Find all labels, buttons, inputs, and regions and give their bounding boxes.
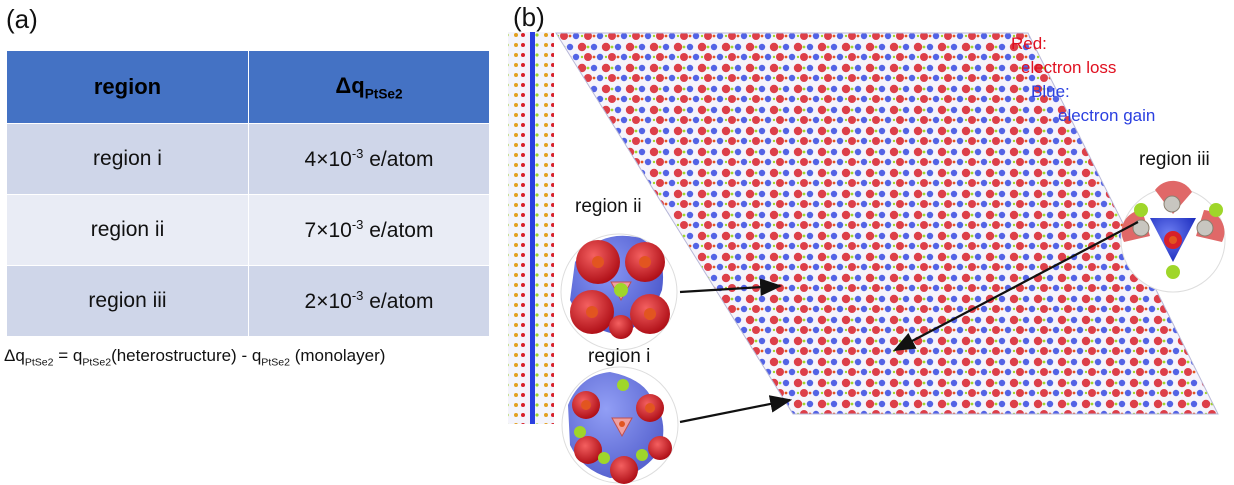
- arrow-region-i: [679, 395, 793, 424]
- row-region: region iii: [6, 265, 249, 337]
- table-row: region i 4×10-3 e/atom: [6, 123, 490, 195]
- charge-transfer-table: region ΔqPtSe2 region i 4×10-3 e/atom re…: [6, 50, 490, 337]
- region-iii-label: region iii: [1139, 149, 1210, 170]
- row-region: region ii: [6, 194, 249, 266]
- side-view-strip: [508, 32, 554, 424]
- table-header-row: region ΔqPtSe2: [6, 50, 490, 124]
- arrow-region-ii: [679, 278, 783, 296]
- legend-red-desc: electron loss: [1021, 58, 1117, 77]
- row-value: 7×10-3 e/atom: [248, 194, 490, 266]
- panel-a-label: (a): [6, 4, 38, 34]
- row-value: 4×10-3 e/atom: [248, 123, 490, 195]
- region-iii-inset: [1120, 180, 1226, 293]
- row-region: region i: [6, 123, 249, 195]
- header-region: region: [6, 50, 249, 124]
- header-delta-q: ΔqPtSe2: [248, 50, 490, 124]
- legend-red-title: Red:: [1011, 34, 1047, 53]
- region-ii-inset: [560, 233, 678, 351]
- legend-blue-desc: electron gain: [1058, 106, 1156, 125]
- panel-b-label: (b): [513, 2, 545, 32]
- region-ii-label: region ii: [575, 196, 642, 217]
- table-row: region ii 7×10-3 e/atom: [6, 194, 490, 266]
- table-row: region iii 2×10-3 e/atom: [6, 265, 490, 337]
- charge-density-lattice: [556, 33, 1218, 414]
- delta-q-formula: ΔqPtSe2 = qPtSe2(heterostructure) - qPtS…: [4, 346, 386, 369]
- region-i-label: region i: [588, 346, 651, 367]
- arrow-region-iii: [893, 221, 1139, 352]
- row-value: 2×10-3 e/atom: [248, 265, 490, 337]
- legend-blue-title: Blue:: [1031, 82, 1070, 101]
- region-i-inset: [561, 366, 679, 484]
